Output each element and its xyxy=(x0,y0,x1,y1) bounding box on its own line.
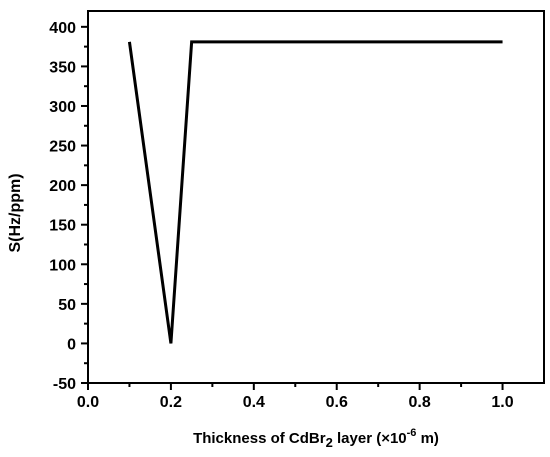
y-tick-label: 400 xyxy=(49,20,76,37)
y-tick-label: 50 xyxy=(58,297,76,314)
y-tick-label: 0 xyxy=(67,336,76,353)
ticks-layer: 0.0 0.2 0.4 0.6 0.8 1.0 -50 0 50 100 150 200 250 300 3… xyxy=(49,20,513,411)
y-tick-label: 300 xyxy=(49,99,76,116)
x-axis-title-superscript: -6 xyxy=(407,427,417,439)
x-axis-title-middle: layer (×10 xyxy=(333,430,407,447)
y-tick-label: 350 xyxy=(49,59,76,76)
x-tick-label: 0.8 xyxy=(409,394,431,411)
x-tick-label: 0.4 xyxy=(243,394,265,411)
x-tick-label: 1.0 xyxy=(491,394,513,411)
y-axis-title: S(Hz/ppm) xyxy=(7,173,24,252)
x-tick-label: 0.0 xyxy=(77,394,99,411)
y-tick-label: 100 xyxy=(49,257,76,274)
x-tick-label: 0.6 xyxy=(326,394,348,411)
series-line xyxy=(127,40,503,344)
y-tick-label: 200 xyxy=(49,178,76,195)
y-tick-label: 250 xyxy=(49,139,76,156)
y-tick-label: 150 xyxy=(49,218,76,235)
y-tick-label: -50 xyxy=(53,376,76,393)
x-axis-title-subscript: 2 xyxy=(326,435,333,450)
x-axis-title-prefix: Thickness of CdBr xyxy=(193,430,326,447)
x-tick-label: 0.2 xyxy=(160,394,182,411)
plot-frame xyxy=(87,10,545,384)
x-axis-title-suffix: m) xyxy=(416,430,439,447)
x-axis-title: Thickness of CdBr2 layer (×10-6 m) xyxy=(193,427,439,450)
